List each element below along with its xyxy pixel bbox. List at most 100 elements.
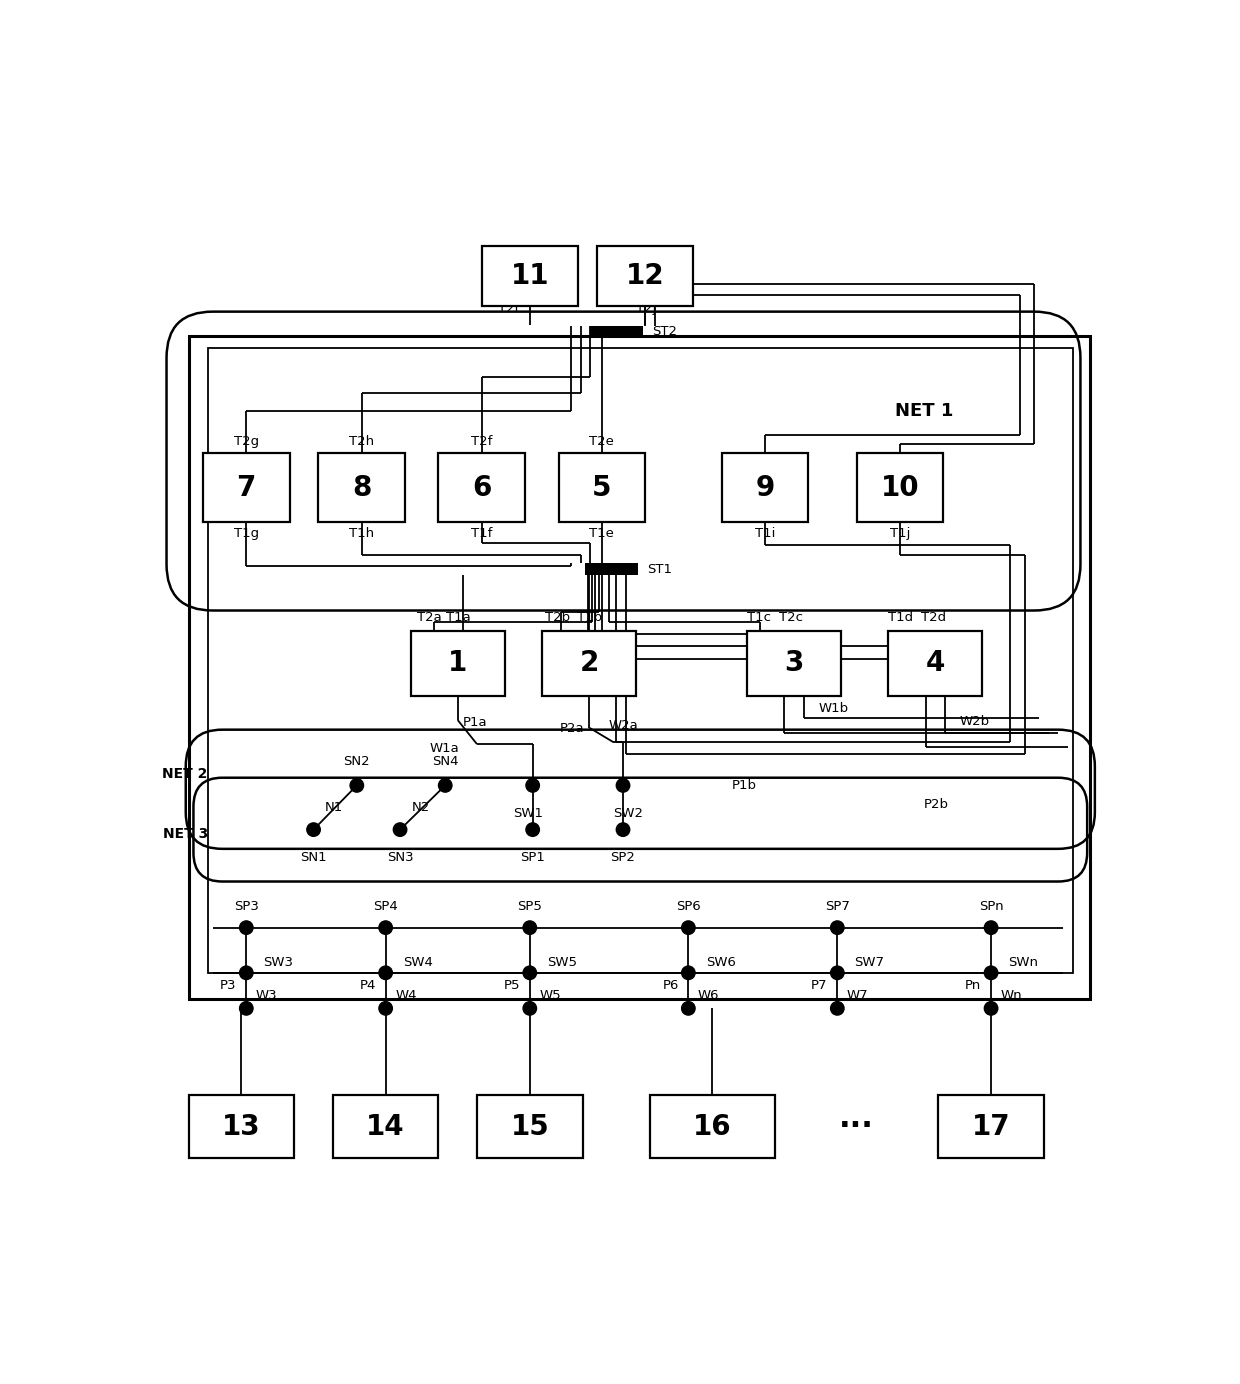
Text: T2c: T2c <box>779 610 804 624</box>
Text: W6: W6 <box>698 990 719 1002</box>
Text: ST1: ST1 <box>647 563 672 576</box>
Text: 15: 15 <box>511 1113 549 1140</box>
Bar <box>410 631 505 696</box>
Text: SP6: SP6 <box>676 900 701 913</box>
Text: Pn: Pn <box>965 980 982 992</box>
Text: ST2: ST2 <box>652 325 677 338</box>
Bar <box>590 325 642 338</box>
Circle shape <box>616 779 630 792</box>
Text: W3: W3 <box>255 990 278 1002</box>
Circle shape <box>526 779 539 792</box>
Bar <box>208 349 1073 973</box>
Text: T2d: T2d <box>921 610 946 624</box>
Circle shape <box>526 823 539 836</box>
Text: SP3: SP3 <box>234 900 259 913</box>
Text: SW5: SW5 <box>547 956 577 969</box>
Text: W1b: W1b <box>818 702 848 716</box>
Circle shape <box>393 823 407 836</box>
Bar <box>596 246 693 306</box>
Text: T1h: T1h <box>348 527 374 540</box>
Bar <box>888 631 982 696</box>
Text: W5: W5 <box>539 990 560 1002</box>
Text: NET 2: NET 2 <box>162 767 208 781</box>
Text: NET 3: NET 3 <box>162 828 208 841</box>
Circle shape <box>985 1002 998 1014</box>
Bar <box>477 1095 583 1158</box>
Text: T2b: T2b <box>546 610 570 624</box>
Bar <box>746 631 841 696</box>
Circle shape <box>239 966 253 980</box>
Text: 8: 8 <box>352 473 371 501</box>
Text: N1: N1 <box>325 801 343 814</box>
Circle shape <box>682 920 696 934</box>
Bar <box>481 246 578 306</box>
Text: SW1: SW1 <box>513 807 543 819</box>
Circle shape <box>985 920 998 934</box>
Text: P4: P4 <box>360 980 376 992</box>
Bar <box>439 453 525 522</box>
Text: SW6: SW6 <box>706 956 735 969</box>
Text: T2e: T2e <box>589 435 614 448</box>
Text: 4: 4 <box>925 649 945 677</box>
Bar <box>559 453 645 522</box>
Text: ···: ··· <box>839 1113 874 1140</box>
Text: T1c: T1c <box>746 610 770 624</box>
Text: T2a: T2a <box>418 610 443 624</box>
Text: P1a: P1a <box>463 716 487 729</box>
Bar <box>650 1095 775 1158</box>
Text: P7: P7 <box>811 980 828 992</box>
Text: SW4: SW4 <box>403 956 433 969</box>
Text: 2: 2 <box>579 649 599 677</box>
Text: W2b: W2b <box>960 714 990 728</box>
Bar <box>332 1095 439 1158</box>
Text: SP7: SP7 <box>825 900 849 913</box>
Bar <box>722 453 808 522</box>
Bar <box>203 453 290 522</box>
Text: W1a: W1a <box>430 742 460 756</box>
Text: T1d: T1d <box>888 610 914 624</box>
Text: N2: N2 <box>412 801 430 814</box>
Circle shape <box>985 966 998 980</box>
Text: W7: W7 <box>847 990 868 1002</box>
Text: P1b: P1b <box>732 779 756 792</box>
Text: SN4: SN4 <box>432 756 459 768</box>
Circle shape <box>379 1002 392 1014</box>
Text: SW3: SW3 <box>264 956 294 969</box>
Text: 9: 9 <box>755 473 775 501</box>
Text: P2a: P2a <box>560 722 584 735</box>
Text: T1i: T1i <box>755 527 775 540</box>
Circle shape <box>682 1002 696 1014</box>
Text: SW7: SW7 <box>854 956 884 969</box>
Text: T1g: T1g <box>233 527 259 540</box>
Circle shape <box>379 966 392 980</box>
Text: 13: 13 <box>222 1113 260 1140</box>
Circle shape <box>831 920 844 934</box>
Text: P5: P5 <box>503 980 521 992</box>
Text: SWn: SWn <box>1008 956 1038 969</box>
Circle shape <box>239 920 253 934</box>
Text: SW2: SW2 <box>613 807 642 819</box>
Circle shape <box>523 1002 537 1014</box>
Text: 7: 7 <box>237 473 255 501</box>
Text: P2b: P2b <box>924 799 949 811</box>
Text: SP5: SP5 <box>517 900 542 913</box>
Text: T2f: T2f <box>471 435 492 448</box>
Text: T2g: T2g <box>233 435 259 448</box>
Text: T2j: T2j <box>635 302 656 314</box>
Text: T1a: T1a <box>446 610 471 624</box>
Text: 14: 14 <box>366 1113 405 1140</box>
Text: T1j: T1j <box>889 527 910 540</box>
Text: T2i: T2i <box>498 302 518 314</box>
Text: SPn: SPn <box>978 900 1003 913</box>
Text: Wn: Wn <box>1001 990 1022 1002</box>
Text: SP4: SP4 <box>373 900 398 913</box>
Text: T1b: T1b <box>577 610 601 624</box>
Text: SN3: SN3 <box>387 851 413 864</box>
Text: SP2: SP2 <box>610 851 635 864</box>
Text: W4: W4 <box>396 990 417 1002</box>
Circle shape <box>350 779 363 792</box>
Circle shape <box>616 823 630 836</box>
Bar <box>585 563 637 576</box>
Circle shape <box>523 920 537 934</box>
Circle shape <box>523 966 537 980</box>
